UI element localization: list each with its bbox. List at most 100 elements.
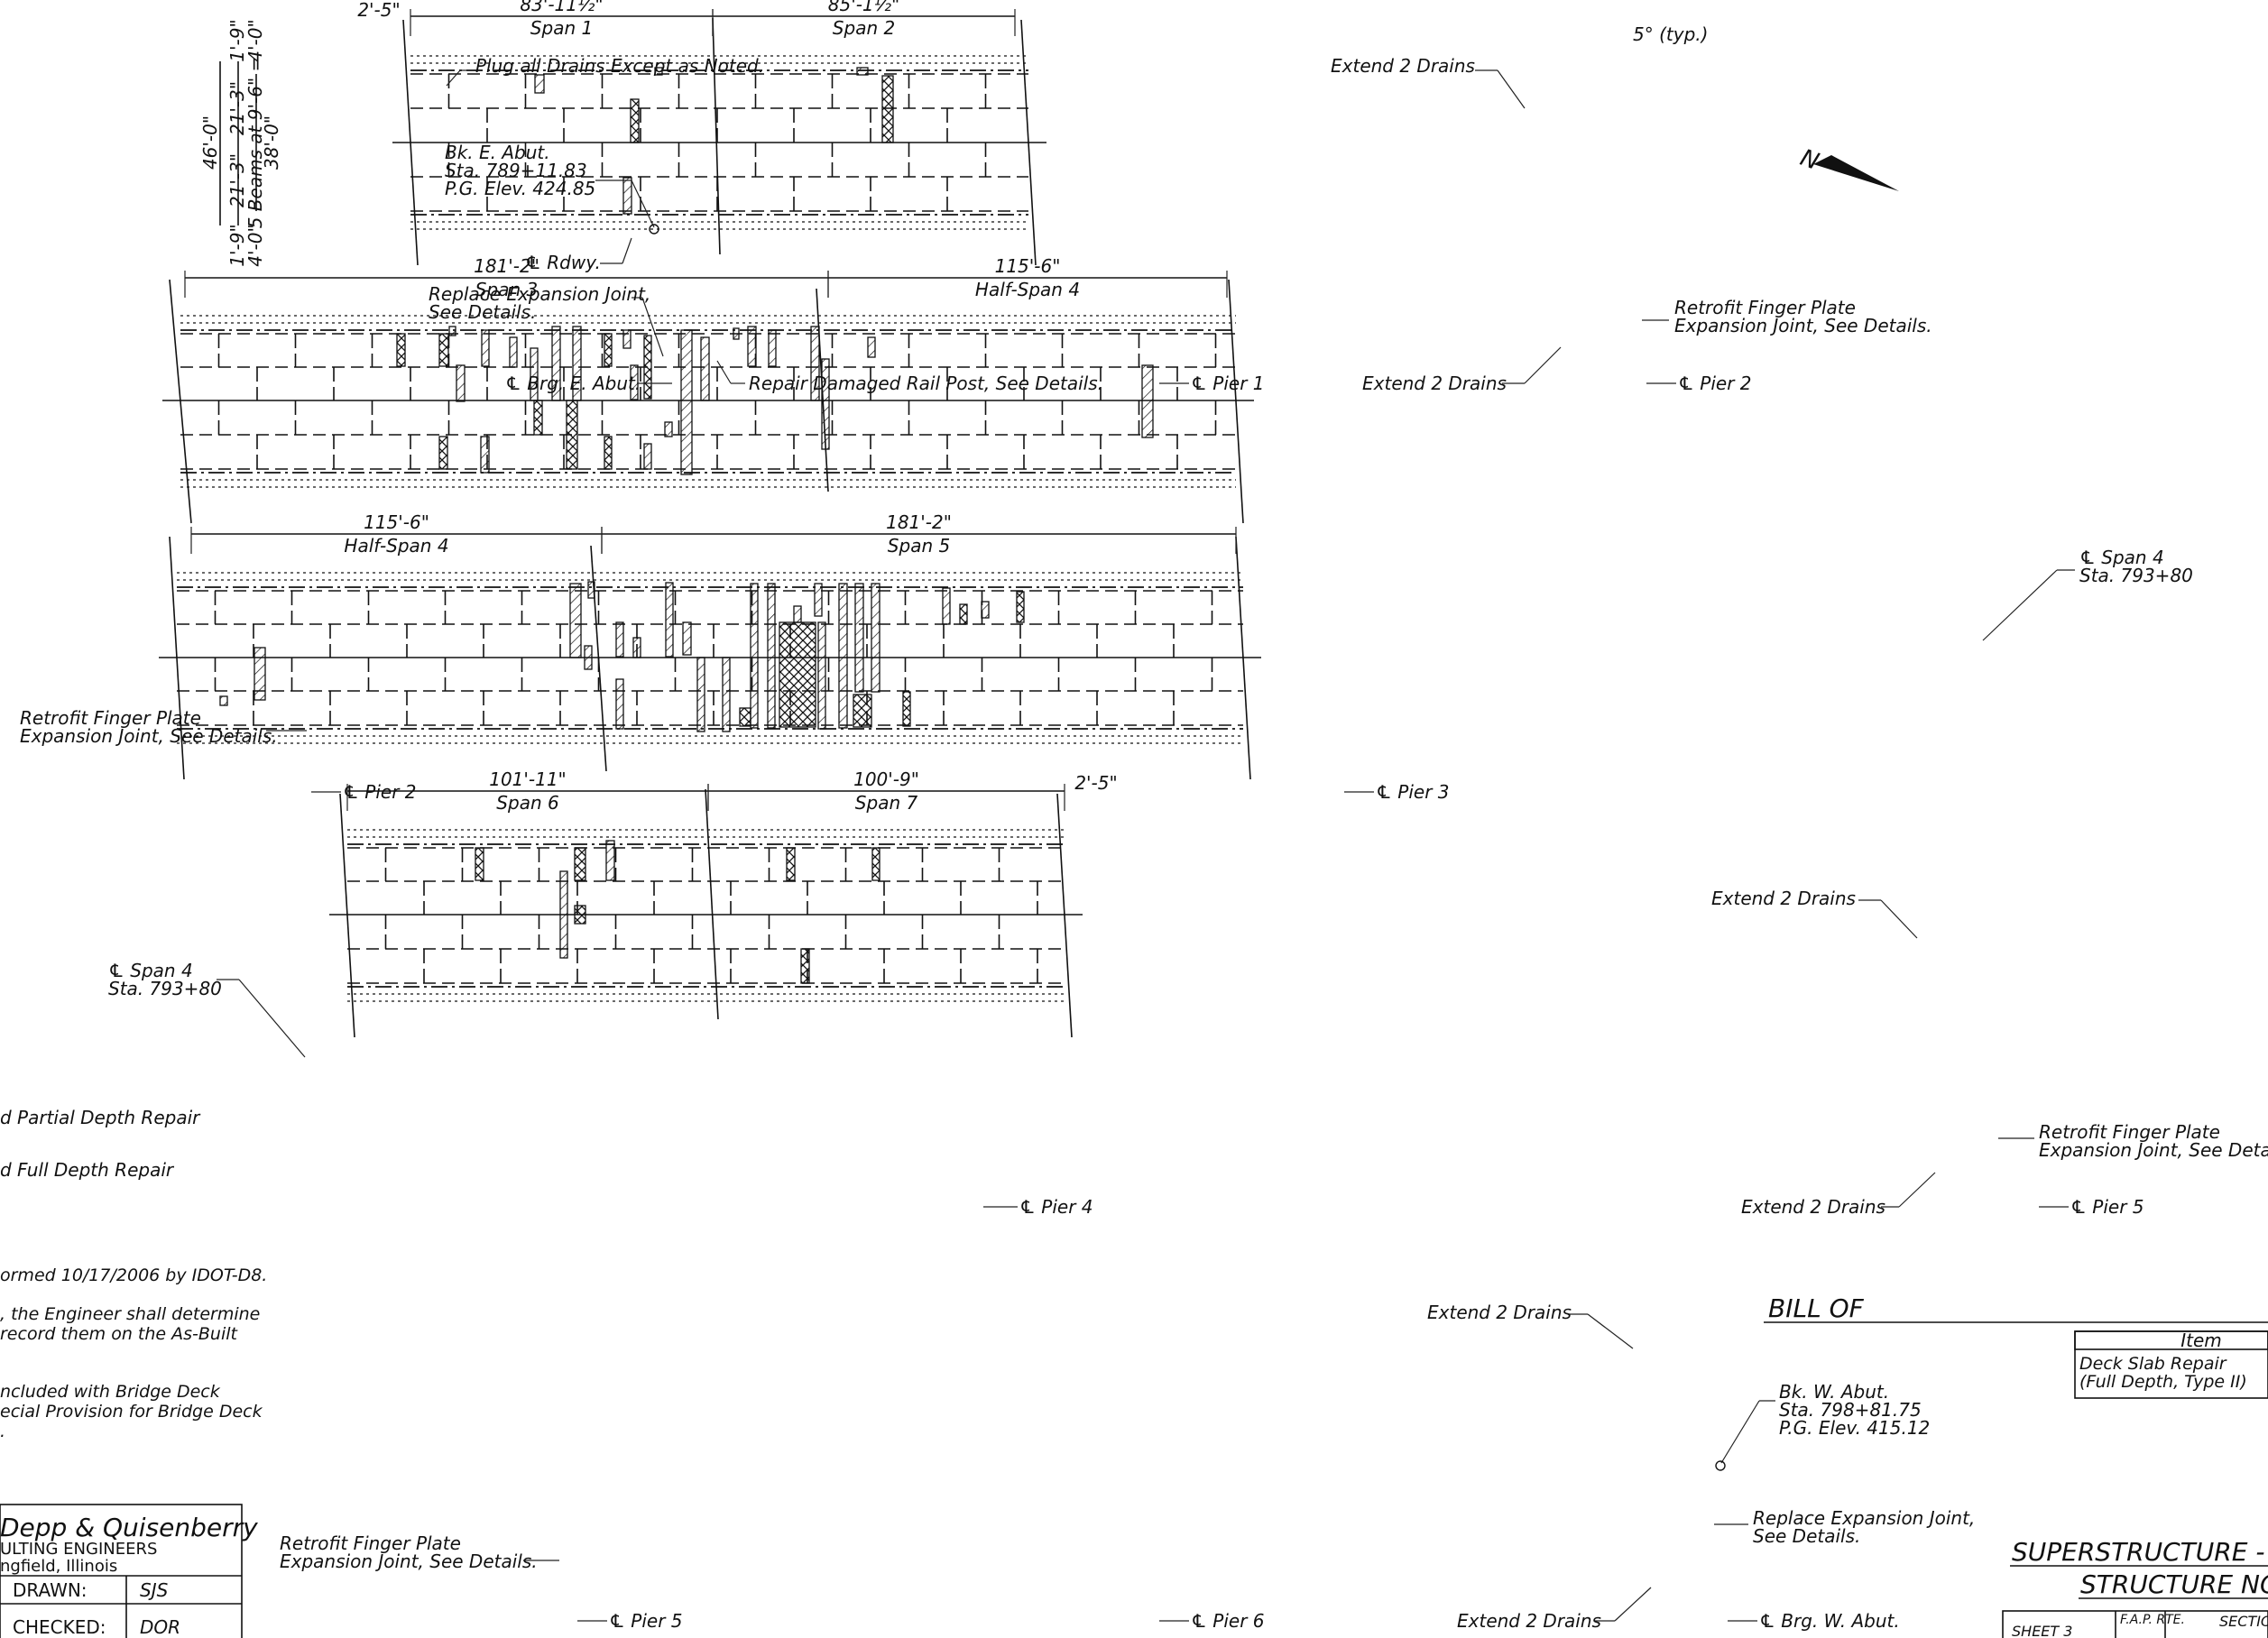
repair-area [480, 436, 490, 474]
callout-cl-span4b: ℄ Span 4 [108, 960, 193, 981]
dim-value-halfspan4b: 115'-6" [364, 511, 429, 533]
general-note: ormed 10/17/2006 by IDOT-D8. [0, 1265, 267, 1285]
repair-area [509, 336, 518, 368]
skew-line [339, 793, 355, 1038]
callout-replace-joint: Replace Expansion Joint, [429, 283, 650, 305]
repair-area [584, 645, 593, 670]
repair-area [959, 603, 968, 625]
repair-area [793, 605, 802, 623]
dim-value-span3: 181'-2" [474, 255, 539, 277]
general-note: ncluded with Bridge Deck [0, 1382, 221, 1402]
callout-retrofit-3: Expansion Joint, See Details. [2039, 1139, 2268, 1161]
callout-extend-drains-3: Extend 2 Drains [1711, 888, 1856, 909]
firm-subtitle: ULTING ENGINEERS [0, 1540, 157, 1559]
dim-overhang-top: 1'-9" [226, 19, 248, 61]
bill-title: BILL OF [1768, 1293, 1865, 1323]
general-note: record them on the As-Built [0, 1324, 239, 1344]
callout-cl-brg-w-abut: ℄ Brg. W. Abut. [1759, 1610, 1900, 1632]
title-block-frame [0, 1504, 243, 1638]
callout-cl-pier-2: ℄ Pier 2 [1678, 373, 1752, 394]
repair-area [604, 333, 613, 367]
leader [1524, 346, 1562, 384]
callout-replace-joint: See Details. [429, 301, 536, 323]
repair-area [254, 647, 266, 701]
legend-note: d Full Depth Repair [0, 1159, 175, 1181]
repair-area [630, 364, 639, 400]
dim-value-span5: 181'-2" [886, 511, 952, 533]
repair-area [871, 847, 880, 881]
repair-area [475, 847, 484, 881]
repair-area [767, 583, 776, 729]
sheet-title-2: STRUCTURE NO. [2080, 1569, 2268, 1599]
dim-label-halfspan4b: Half-Span 4 [344, 535, 448, 557]
repair-area [604, 436, 613, 470]
repair-area [587, 581, 595, 599]
repair-area [856, 67, 869, 76]
repair-area [680, 329, 693, 475]
bill-row1b: (Full Depth, Type II) [2079, 1372, 2247, 1392]
pier-1-line [712, 17, 721, 255]
deck-plan-2 [162, 279, 1254, 524]
leader [1587, 1313, 1634, 1349]
skew-line [1056, 793, 1073, 1038]
repair-area [739, 707, 751, 727]
repair-area [438, 436, 448, 470]
dim-overhang-top-2: 4'-0" [244, 19, 266, 61]
bill-col-item: Item [2180, 1330, 2222, 1351]
callout-retrofit-4: Expansion Joint, See Details. [280, 1551, 538, 1572]
sheet-section: SECTIO [2219, 1613, 2268, 1630]
dim-half-top: 21'-3" [226, 81, 248, 135]
repair-area [630, 98, 640, 143]
callout-extend-drains-4: Extend 2 Drains [1741, 1196, 1885, 1218]
dim-value-span1: 83'-11½" [520, 0, 603, 15]
repair-area [643, 443, 652, 470]
drawn-value: SJS [140, 1579, 169, 1601]
leader [1898, 1172, 1936, 1208]
repair-area [821, 358, 830, 450]
callout-cl-pier-6: ℄ Pier 6 [1191, 1610, 1265, 1632]
repair-area [559, 870, 568, 959]
callout-bk-w-abut: Sta. 798+81.75 [1779, 1399, 1922, 1421]
callout-extend-drains-1: Extend 2 Drains [1331, 55, 1475, 77]
dim-half-bottom: 21'-3" [226, 153, 248, 207]
callout-retrofit-1: Expansion Joint, See Details. [1674, 315, 1932, 336]
repair-area [750, 583, 759, 729]
dim-label-halfspan4a: Half-Span 4 [975, 279, 1080, 300]
general-note: ecial Provision for Bridge Deck [0, 1402, 263, 1422]
deck-plan-3 [159, 536, 1261, 780]
repair-area [871, 583, 880, 693]
dim-beams: 5 Beams at 9'-6" = [244, 57, 266, 229]
repair-area [902, 691, 911, 727]
dim-label-span3: Span 3 [475, 279, 538, 300]
skew-line [169, 279, 192, 524]
repair-area [569, 583, 582, 658]
skew-line [169, 536, 185, 780]
repair-area [838, 583, 848, 729]
repair-area [534, 74, 545, 94]
dim-value-span7: 100'-9" [853, 768, 919, 790]
skew-line [402, 19, 419, 266]
repair-area [632, 637, 641, 658]
checked-value: DOR [140, 1616, 180, 1638]
repair-area [622, 329, 632, 349]
repair-area [768, 329, 777, 367]
pier-6-line [705, 788, 719, 1020]
repair-area [700, 336, 710, 401]
leader [446, 69, 461, 87]
repair-area [574, 905, 586, 925]
callout-cl-pier-2b: ℄ Pier 2 [343, 781, 417, 803]
dim-label-span2: Span 2 [833, 17, 895, 39]
station-marker-w [1715, 1460, 1726, 1471]
dim-label-span6: Span 6 [496, 792, 558, 814]
callout-extend-drains-6: Extend 2 Drains [1457, 1610, 1601, 1632]
repair-area [566, 400, 578, 470]
repair-area [1016, 591, 1025, 623]
repair-area [786, 847, 796, 881]
callout-repair-rail-post: Repair Damaged Rail Post, See Details. [749, 373, 1103, 394]
leader [238, 979, 306, 1058]
callout-bk-e-abut: Sta. 789+11.83 [445, 160, 587, 181]
repair-area [682, 621, 692, 656]
repair-area [615, 678, 624, 730]
skew-line [1228, 279, 1244, 524]
